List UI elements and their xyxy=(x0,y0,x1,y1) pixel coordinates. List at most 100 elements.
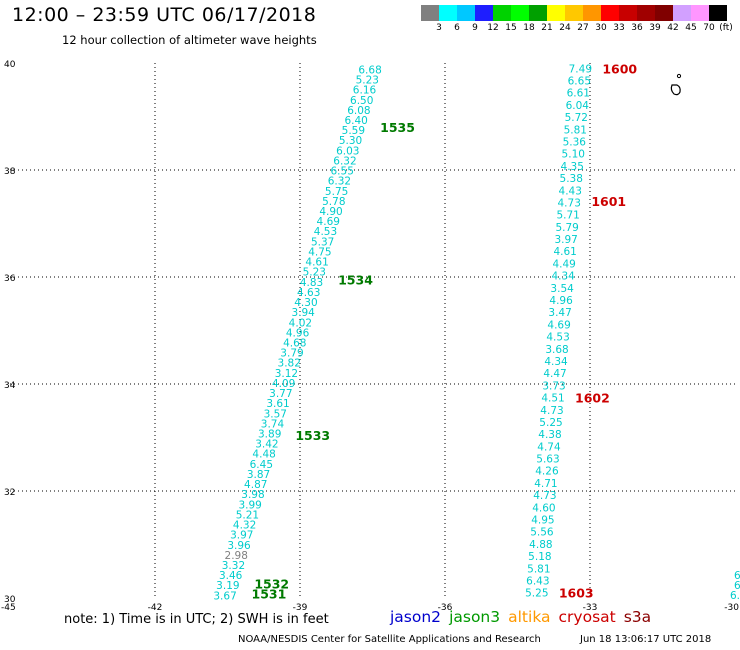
color-swatch xyxy=(601,5,619,21)
swh-value: 3.73 xyxy=(542,380,565,392)
color-scale-label: 18 xyxy=(523,23,535,33)
swh-value: 3.74 xyxy=(261,418,285,430)
swh-value: 6.68 xyxy=(358,64,381,76)
swh-value: 4.69 xyxy=(317,216,340,228)
swh-value: 4.83 xyxy=(300,277,323,289)
swh-value: 6.32 xyxy=(328,176,351,188)
swh-value: 4.61 xyxy=(305,257,328,269)
color-scale-label: 6 xyxy=(454,23,460,33)
color-swatch xyxy=(421,5,439,21)
swh-value: 4.51 xyxy=(541,393,564,405)
swh-value: 5.75 xyxy=(325,186,348,198)
swh-value: 3.42 xyxy=(255,439,278,451)
color-scale-label: 39 xyxy=(649,23,661,33)
swh-value: 7.49 xyxy=(569,63,592,75)
swh-value: 6.03 xyxy=(336,145,359,157)
swh-value: 5.23 xyxy=(356,75,379,87)
swh-value: 6.50 xyxy=(350,95,373,107)
swh-value: 5.59 xyxy=(342,125,365,137)
lon-tick-label: -45 xyxy=(1,603,16,613)
color-swatch xyxy=(439,5,457,21)
swh-value: 6.16 xyxy=(353,85,377,97)
swh-value: 3.54 xyxy=(550,283,574,295)
swh-value: 4.53 xyxy=(314,226,337,238)
color-scale-label: 3 xyxy=(436,23,442,33)
map-grid xyxy=(10,63,735,598)
island-outline xyxy=(670,73,682,96)
color-scale-label: 36 xyxy=(631,23,643,33)
pass-time-label: 1534 xyxy=(338,273,373,288)
swh-value: 5.25 xyxy=(539,417,562,429)
swh-value: 6.61 xyxy=(567,88,590,100)
swh-value: 6.32 xyxy=(333,155,356,167)
color-swatch xyxy=(511,5,529,21)
swh-value: 3.57 xyxy=(264,408,287,420)
swh-value: 4.53 xyxy=(546,332,569,344)
pass-time-label: 1600 xyxy=(602,61,637,76)
swh-value: 6.04 xyxy=(566,100,590,112)
swh-value: 4.95 xyxy=(531,514,554,526)
swh-value: 3.98 xyxy=(241,489,264,501)
lat-tick-label: 38 xyxy=(4,167,16,177)
swh-value: 4.48 xyxy=(252,449,275,461)
pass-time-label: 1531 xyxy=(252,587,287,602)
color-scale-label: 24 xyxy=(559,23,571,33)
swh-value: 3.77 xyxy=(269,388,292,400)
lat-tick-label: 36 xyxy=(4,274,16,284)
swh-value: 6.40 xyxy=(344,115,367,127)
legend-s3a: s3a xyxy=(623,608,652,626)
color-scale-label: 45 xyxy=(685,23,697,33)
swh-value: 3.96 xyxy=(227,540,251,552)
swh-value: 6 xyxy=(734,570,740,582)
swh-value: 6.2 xyxy=(730,590,740,602)
swh-value: 2.98 xyxy=(225,550,248,562)
swh-value: 4.49 xyxy=(552,258,575,270)
legend-altika: altika xyxy=(508,608,551,626)
swh-value: 5.56 xyxy=(530,527,554,539)
chart-subtitle: 12 hour collection of altimeter wave hei… xyxy=(62,33,317,47)
swh-value: 4.96 xyxy=(286,327,310,339)
lon-tick-label: -39 xyxy=(293,603,308,613)
swh-value: 3.46 xyxy=(219,570,243,582)
swh-value: 4.38 xyxy=(538,429,561,441)
swh-value: 5.71 xyxy=(556,210,579,222)
swh-value: 3.61 xyxy=(266,398,289,410)
swh-value: 6.55 xyxy=(331,166,354,178)
swh-value: 4.30 xyxy=(294,297,317,309)
swh-value: 5.30 xyxy=(339,135,362,147)
swh-value: 5.72 xyxy=(565,112,588,124)
swh-value: 3.89 xyxy=(258,429,281,441)
swh-value: 3.94 xyxy=(291,307,315,319)
lat-tick-label: 30 xyxy=(4,595,16,605)
pass-time-label: 1532 xyxy=(254,577,289,592)
color-swatch xyxy=(709,5,727,21)
swh-value: 3.82 xyxy=(278,358,301,370)
color-scale-label: 42 xyxy=(667,23,679,33)
swh-value: 4.60 xyxy=(532,502,555,514)
legend-jason3: jason3 xyxy=(449,608,501,626)
swh-value: 4.73 xyxy=(533,490,556,502)
swh-value: 4.71 xyxy=(534,478,557,490)
swh-value: 4.63 xyxy=(297,287,320,299)
satellite-legend: jason2 jason3 altika cryosat s3a xyxy=(390,608,659,626)
lon-tick-label: -33 xyxy=(583,603,598,613)
swh-value: 4.09 xyxy=(272,378,295,390)
swh-value: 4.32 xyxy=(233,520,256,532)
swh-value: 5.63 xyxy=(536,454,559,466)
swh-value: 4.74 xyxy=(537,441,561,453)
swh-value: 4.47 xyxy=(543,368,566,380)
swh-value: 3.32 xyxy=(222,560,245,572)
color-swatch xyxy=(655,5,673,21)
color-swatch xyxy=(673,5,691,21)
swh-value: 6. xyxy=(734,580,740,592)
swh-value: 4.34 xyxy=(544,356,568,368)
swh-value: 4.43 xyxy=(559,185,582,197)
swh-value: 5.36 xyxy=(563,137,587,149)
lon-tick-label: -42 xyxy=(148,603,163,613)
swh-value: 4.75 xyxy=(308,246,331,258)
swh-value: 6.65 xyxy=(568,76,591,88)
swh-value: 5.21 xyxy=(236,509,259,521)
lat-tick-label: 40 xyxy=(4,60,16,70)
color-swatch xyxy=(691,5,709,21)
